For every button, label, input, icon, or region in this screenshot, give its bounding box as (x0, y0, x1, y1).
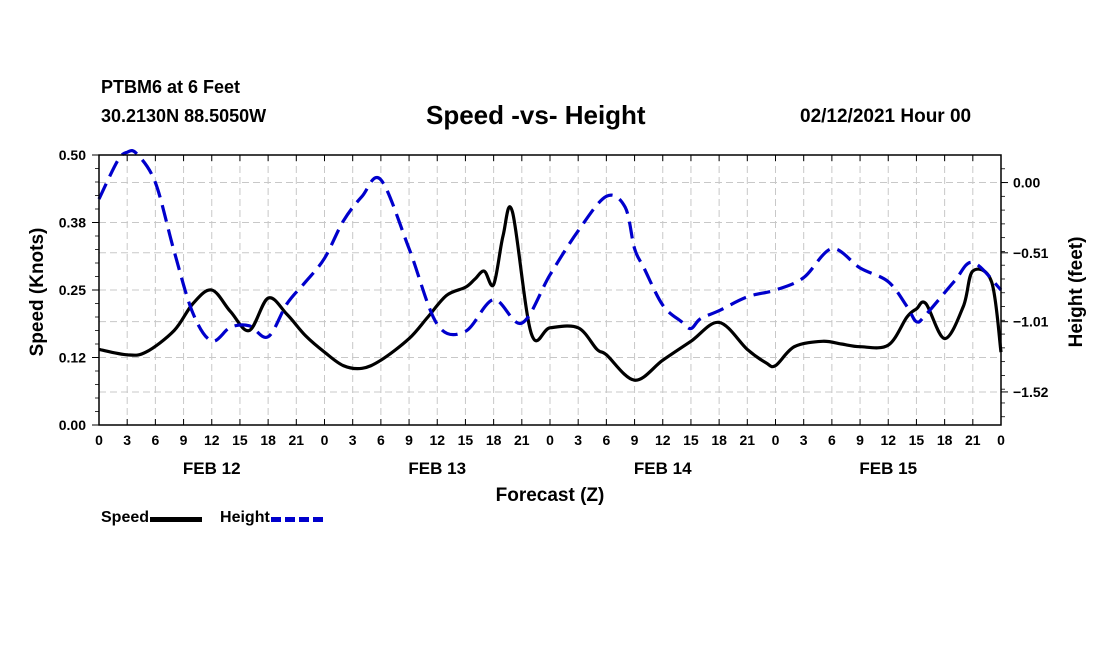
x-day-label: FEB 12 (183, 459, 241, 478)
y-left-tick-label: 0.38 (59, 215, 86, 231)
forecast-datetime: 02/12/2021 Hour 00 (800, 106, 972, 127)
x-tick-label: 15 (683, 432, 699, 448)
x-tick-label: 12 (880, 432, 896, 448)
x-axis-title: Forecast (Z) (496, 485, 605, 506)
x-tick-label: 15 (909, 432, 925, 448)
x-day-label: FEB 14 (634, 459, 692, 478)
x-tick-label: 18 (486, 432, 502, 448)
station-name: PTBM6 at 6 Feet (101, 77, 241, 97)
x-tick-label: 12 (429, 432, 445, 448)
legend-speed-label: Speed (101, 509, 150, 526)
y-right-tick-label: −1.52 (1013, 384, 1049, 400)
x-tick-label: 0 (546, 432, 554, 448)
series-layer (97, 149, 1003, 382)
grid-layer (99, 155, 1001, 425)
x-tick-label: 6 (828, 432, 836, 448)
x-tick-label: 9 (631, 432, 639, 448)
height-series-line (97, 149, 1003, 343)
x-tick-label: 9 (405, 432, 413, 448)
x-tick-label: 15 (232, 432, 248, 448)
x-tick-label: 21 (514, 432, 530, 448)
y-left-tick-label: 0.25 (59, 282, 86, 298)
x-tick-label: 21 (965, 432, 981, 448)
x-tick-label: 0 (95, 432, 103, 448)
chart-title: Speed -vs- Height (426, 100, 646, 130)
legend-height-swatch (270, 516, 323, 522)
x-tick-label: 18 (260, 432, 276, 448)
x-tick-label: 6 (602, 432, 610, 448)
legend-speed-swatch (150, 516, 203, 522)
station-coordinates: 30.2130N 88.5050W (101, 106, 267, 126)
x-tick-label: 3 (800, 432, 808, 448)
x-day-label: FEB 15 (859, 459, 917, 478)
x-day-label: FEB 13 (408, 459, 466, 478)
y-right-tick-label: 0.00 (1013, 175, 1040, 191)
x-tick-label: 9 (856, 432, 864, 448)
y-left-tick-label: 0.00 (59, 417, 86, 433)
axes-layer: 0 3 6 9 12 15 18 21 0 3 6 9 12 15 18 21 0 3 6 9 12 15 18 21 0 3 6 9… (27, 147, 1087, 506)
x-tick-label: 6 (151, 432, 159, 448)
y-right-axis-title: Height (feet) (1066, 237, 1087, 348)
x-tick-label: 18 (937, 432, 953, 448)
y-right-tick-label: −1.01 (1013, 314, 1049, 330)
x-tick-label: 0 (997, 432, 1005, 448)
y-left-axis-title: Speed (Knots) (27, 228, 48, 357)
x-tick-label: 12 (204, 432, 220, 448)
legend-height-label: Height (220, 509, 270, 526)
x-tick-label: 6 (377, 432, 385, 448)
x-tick-label: 3 (349, 432, 357, 448)
x-tick-label: 15 (458, 432, 474, 448)
x-tick-label: 12 (655, 432, 671, 448)
y-right-tick-label: −0.51 (1013, 245, 1049, 261)
x-tick-label: 0 (321, 432, 329, 448)
y-left-tick-label: 0.12 (59, 350, 86, 366)
x-tick-label: 3 (574, 432, 582, 448)
x-tick-label: 0 (772, 432, 780, 448)
speed-series-line (98, 205, 1003, 382)
x-tick-label: 21 (740, 432, 756, 448)
legend: Speed Height (101, 509, 341, 527)
x-tick-label: 18 (711, 432, 727, 448)
x-tick-label: 9 (180, 432, 188, 448)
x-tick-label: 21 (289, 432, 305, 448)
x-tick-label: 3 (123, 432, 131, 448)
y-left-tick-label: 0.50 (59, 147, 86, 163)
